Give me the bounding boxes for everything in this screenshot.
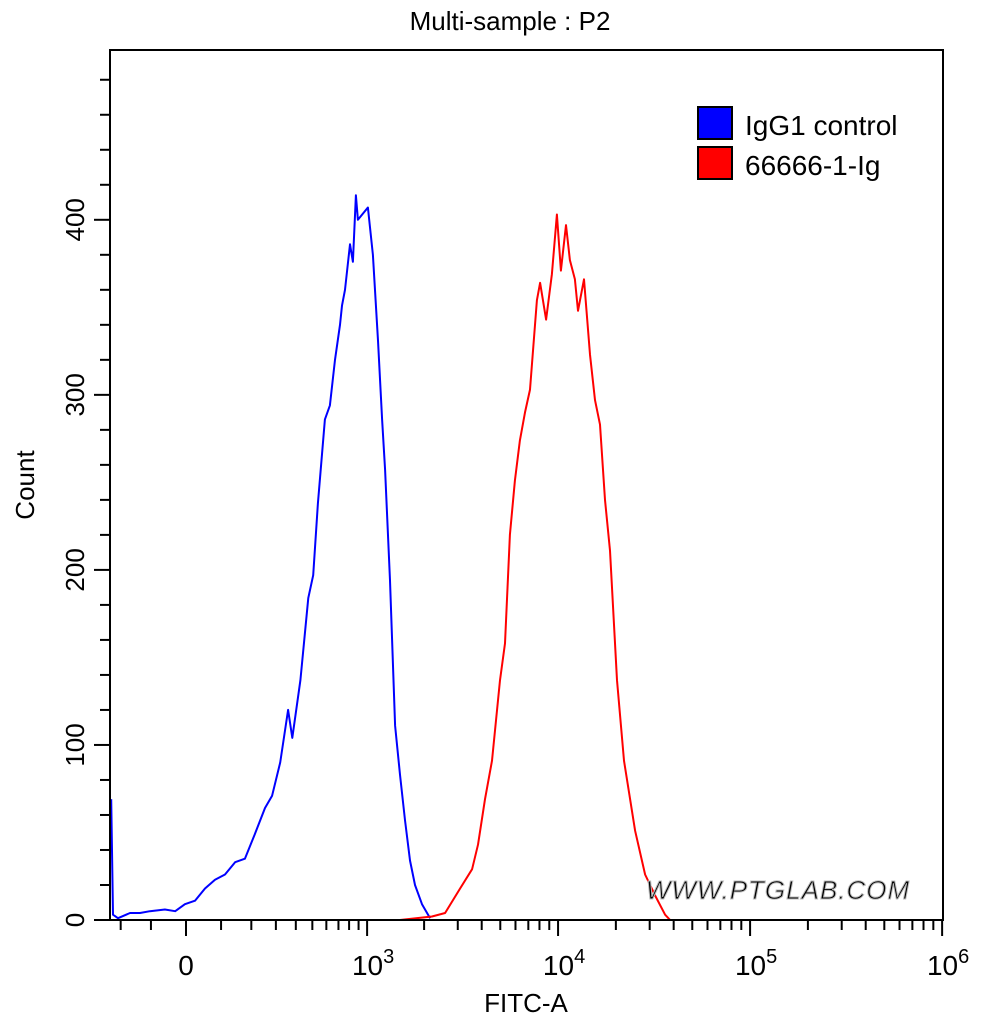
x-tick-label: 104 <box>543 946 585 981</box>
legend-label-igg1: IgG1 control <box>745 110 898 141</box>
x-axis-label: FITC-A <box>484 988 568 1018</box>
series-line-0 <box>110 194 431 920</box>
y-tick-label: 0 <box>60 913 90 927</box>
legend-label-66666: 66666-1-Ig <box>745 150 880 181</box>
x-tick-label: 0 <box>178 950 194 981</box>
x-tick-label: 105 <box>735 946 777 981</box>
watermark: WWW.PTGLAB.COM <box>646 875 910 905</box>
x-tick-base: 10 <box>543 950 574 981</box>
legend: IgG1 control 66666-1-Ig <box>697 106 898 181</box>
legend-swatch-66666 <box>697 146 733 180</box>
y-tick-label: 300 <box>60 373 90 416</box>
series-line-1 <box>399 213 671 921</box>
x-tick-base: 10 <box>927 950 958 981</box>
y-axis-label: Count <box>10 450 40 520</box>
legend-swatch-igg1 <box>697 106 733 140</box>
x-tick-exponent: 5 <box>766 946 777 968</box>
x-tick-exponent: 3 <box>383 946 394 968</box>
y-tick-label: 100 <box>60 723 90 766</box>
x-tick-exponent: 6 <box>958 946 969 968</box>
chart-title: Multi-sample : P2 <box>410 6 611 36</box>
x-tick-base: 10 <box>352 950 383 981</box>
x-tick-base: 10 <box>735 950 766 981</box>
y-tick-label: 200 <box>60 548 90 591</box>
x-tick-label: 103 <box>352 946 394 981</box>
x-tick-exponent: 4 <box>574 946 585 968</box>
plot-frame <box>109 49 944 921</box>
y-tick-label: 400 <box>60 198 90 241</box>
x-tick-base: 0 <box>178 950 194 981</box>
x-tick-label: 106 <box>927 946 969 981</box>
